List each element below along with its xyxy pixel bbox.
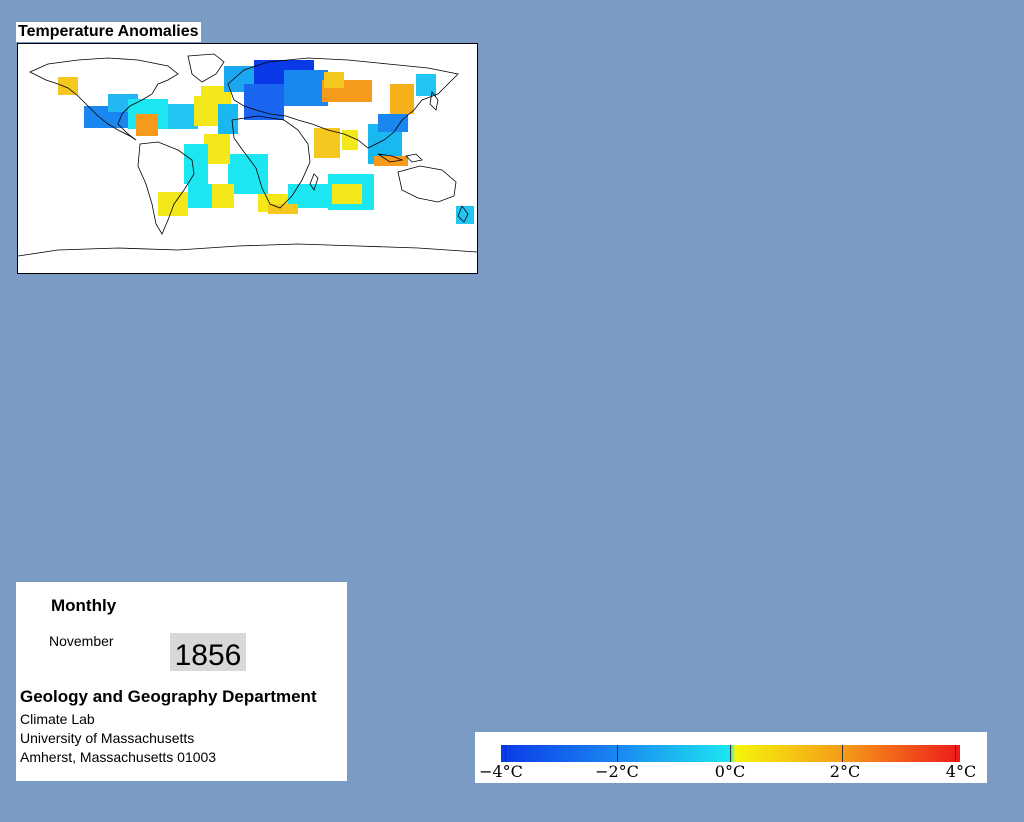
coastlines xyxy=(18,53,477,257)
new-zealand-outline xyxy=(457,205,469,223)
anomaly-cell xyxy=(204,134,230,164)
year-display: 1856 xyxy=(170,633,246,672)
anomaly-cell xyxy=(378,114,408,132)
north-america-outline xyxy=(29,57,179,141)
anomaly-cell xyxy=(314,128,340,158)
anomaly-cell xyxy=(242,174,266,194)
legend-tick-mark xyxy=(842,745,843,762)
anomaly-cell xyxy=(390,84,414,114)
legend-tick-mark xyxy=(955,745,956,762)
anomaly-cell xyxy=(342,130,358,150)
anomaly-cell xyxy=(201,86,231,104)
university-name: University of Massachusetts xyxy=(20,730,195,746)
anomaly-cell xyxy=(158,192,188,216)
legend-tick-label: 2°C xyxy=(829,762,861,781)
anomaly-cell xyxy=(136,114,158,136)
anomaly-cell xyxy=(374,156,408,166)
anomaly-cell xyxy=(218,104,238,134)
legend-tick-label: 4°C xyxy=(945,762,977,781)
eurasia-outline xyxy=(227,57,459,149)
address-line: Amherst, Massachusetts 01003 xyxy=(20,749,217,765)
anomaly-cell xyxy=(168,104,198,129)
map-title: Temperature Anomalies xyxy=(16,22,201,42)
anomaly-cell xyxy=(284,70,328,106)
anomaly-cell xyxy=(332,184,362,204)
period-type-label: Monthly xyxy=(51,596,117,615)
greenland-outline xyxy=(187,53,225,83)
color-legend: −4°C −2°C 0°C 2°C 4°C xyxy=(475,732,987,783)
department-name: Geology and Geography Department xyxy=(20,687,317,706)
anomaly-cell xyxy=(244,84,284,120)
south-america-outline xyxy=(137,141,195,235)
legend-tick-mark xyxy=(617,745,618,762)
africa-outline xyxy=(231,115,311,209)
legend-tick-label: −4°C xyxy=(479,762,523,781)
antarctica-outline xyxy=(18,243,477,257)
australia-outline xyxy=(397,165,457,203)
anomaly-map xyxy=(17,43,478,274)
legend-tick-mark xyxy=(505,745,506,762)
anomaly-cell xyxy=(184,144,208,184)
anomaly-cell xyxy=(268,204,298,214)
indonesia-outline xyxy=(377,153,423,163)
japan-outline xyxy=(429,91,439,111)
anomaly-cell xyxy=(58,77,78,95)
lab-name: Climate Lab xyxy=(20,711,95,727)
anomaly-cell xyxy=(324,72,344,88)
world-map-svg xyxy=(18,44,477,273)
anomaly-cell xyxy=(188,184,212,208)
legend-tick-mark xyxy=(730,745,731,762)
madagascar-outline xyxy=(309,173,319,191)
info-panel: Monthly November 1856 Geology and Geogra… xyxy=(16,582,347,781)
legend-tick-label: 0°C xyxy=(714,762,746,781)
month-label: November xyxy=(49,633,114,649)
legend-tick-label: −2°C xyxy=(595,762,639,781)
anomaly-cell xyxy=(416,74,436,96)
